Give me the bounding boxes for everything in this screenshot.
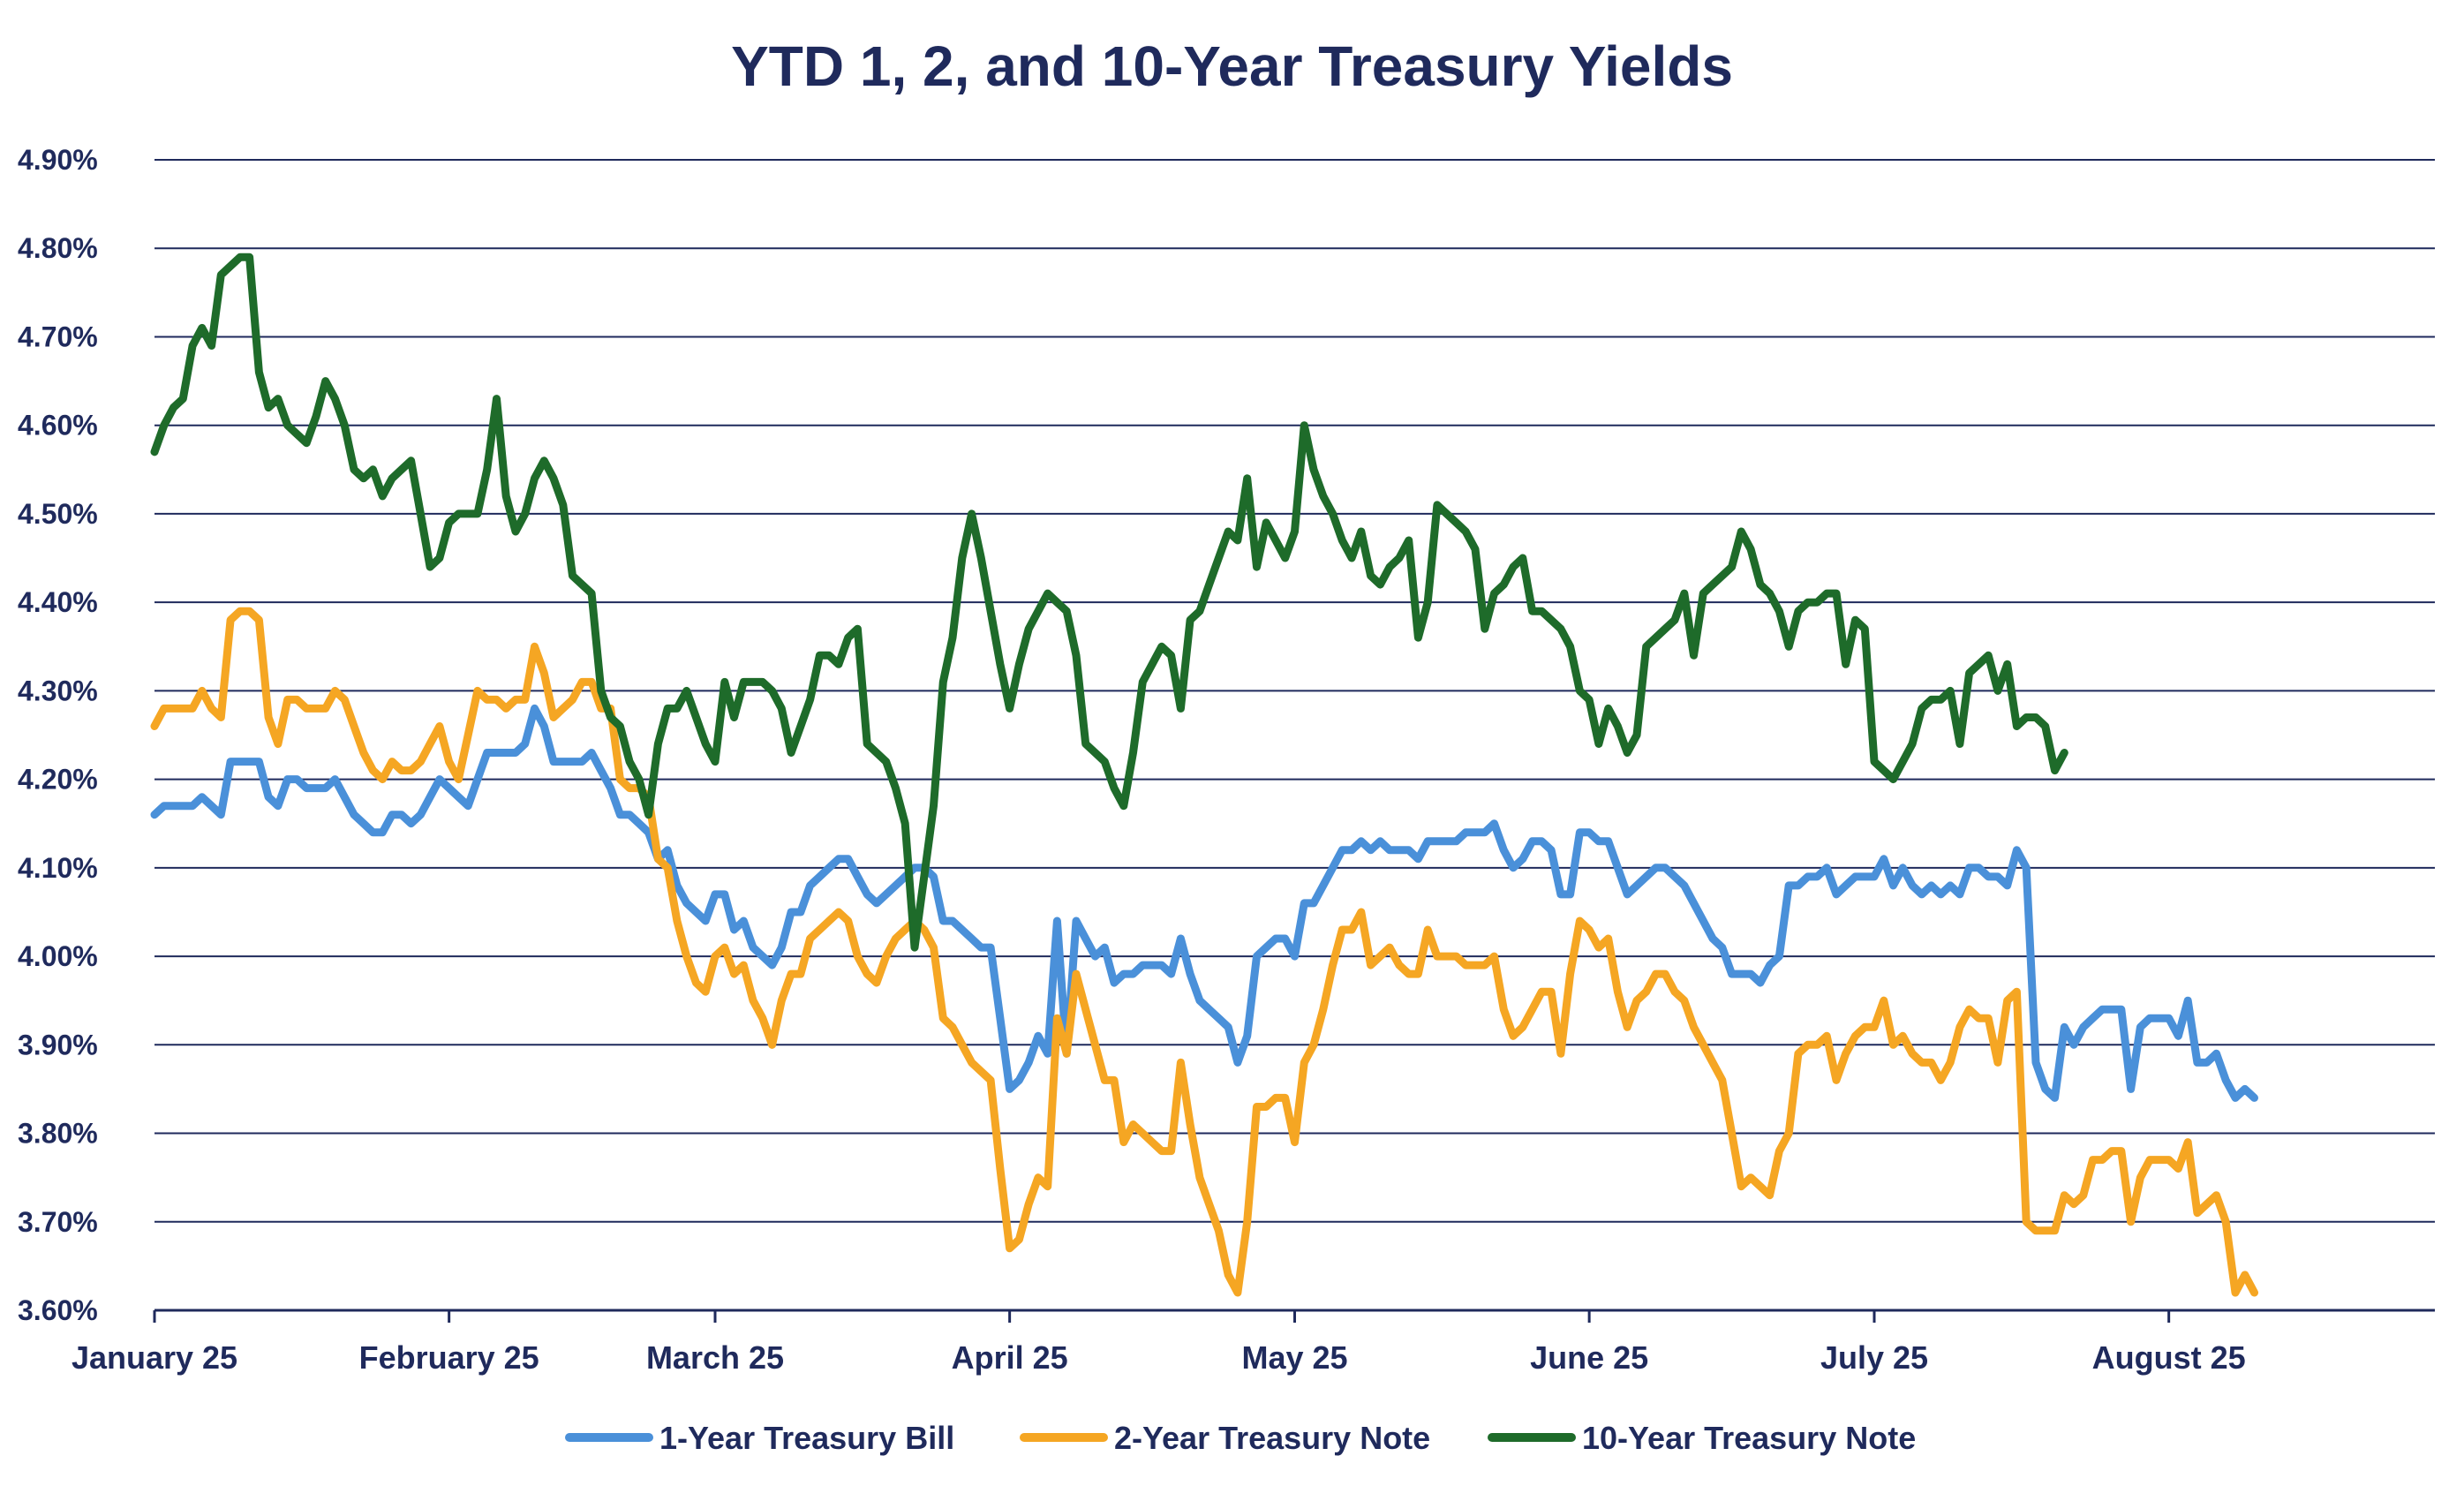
y-tick-label: 4.50% <box>18 498 98 530</box>
y-tick-label: 3.80% <box>18 1118 98 1150</box>
series-line-0 <box>150 704 2258 1102</box>
x-tick-label: April 25 <box>952 1339 1068 1376</box>
y-tick-label: 4.80% <box>18 232 98 264</box>
x-tick-label: February 25 <box>359 1339 539 1376</box>
y-tick-label: 3.70% <box>18 1206 98 1238</box>
y-tick-label: 4.60% <box>18 410 98 441</box>
x-tick-label: July 25 <box>1820 1339 1928 1376</box>
chart-title: YTD 1, 2, and 10-Year Treasury Yields <box>731 34 1733 98</box>
grid-lines <box>154 159 2435 1223</box>
y-tick-label: 4.90% <box>18 144 98 176</box>
series-lines <box>150 253 2258 1297</box>
y-tick-label: 4.20% <box>18 764 98 796</box>
series-line-2 <box>150 253 2068 952</box>
legend: 1-Year Treasury Bill 2-Year Treasury Note… <box>565 1420 1916 1456</box>
x-tick-label: May 25 <box>1241 1339 1347 1376</box>
series-line-1 <box>150 607 2258 1297</box>
y-tick-label: 3.90% <box>18 1029 98 1060</box>
x-tick-label: June 25 <box>1530 1339 1648 1376</box>
x-tick-label: January 25 <box>72 1339 237 1376</box>
y-tick-label: 4.30% <box>18 675 98 706</box>
y-tick-label: 4.10% <box>18 852 98 884</box>
y-axis-tick-labels: 3.60% 3.70% 3.80% 3.90% 4.00% 4.10% 4.20% 4.30%… <box>18 144 98 1326</box>
x-tick-label: March 25 <box>646 1339 784 1376</box>
y-tick-label: 4.70% <box>18 321 98 352</box>
x-tick-label: August 25 <box>2092 1339 2246 1376</box>
y-tick-label: 3.60% <box>18 1294 98 1326</box>
y-tick-label: 4.00% <box>18 940 98 972</box>
legend-label-0: 1-Year Treasury Bill <box>659 1420 954 1456</box>
legend-label-1: 2-Year Treasury Note <box>1114 1420 1430 1456</box>
legend-label-2: 10-Year Treasury Note <box>1582 1420 1916 1456</box>
x-axis: January 25 February 25 March 25 April 25 May… <box>72 1309 2435 1376</box>
y-tick-label: 4.40% <box>18 586 98 618</box>
